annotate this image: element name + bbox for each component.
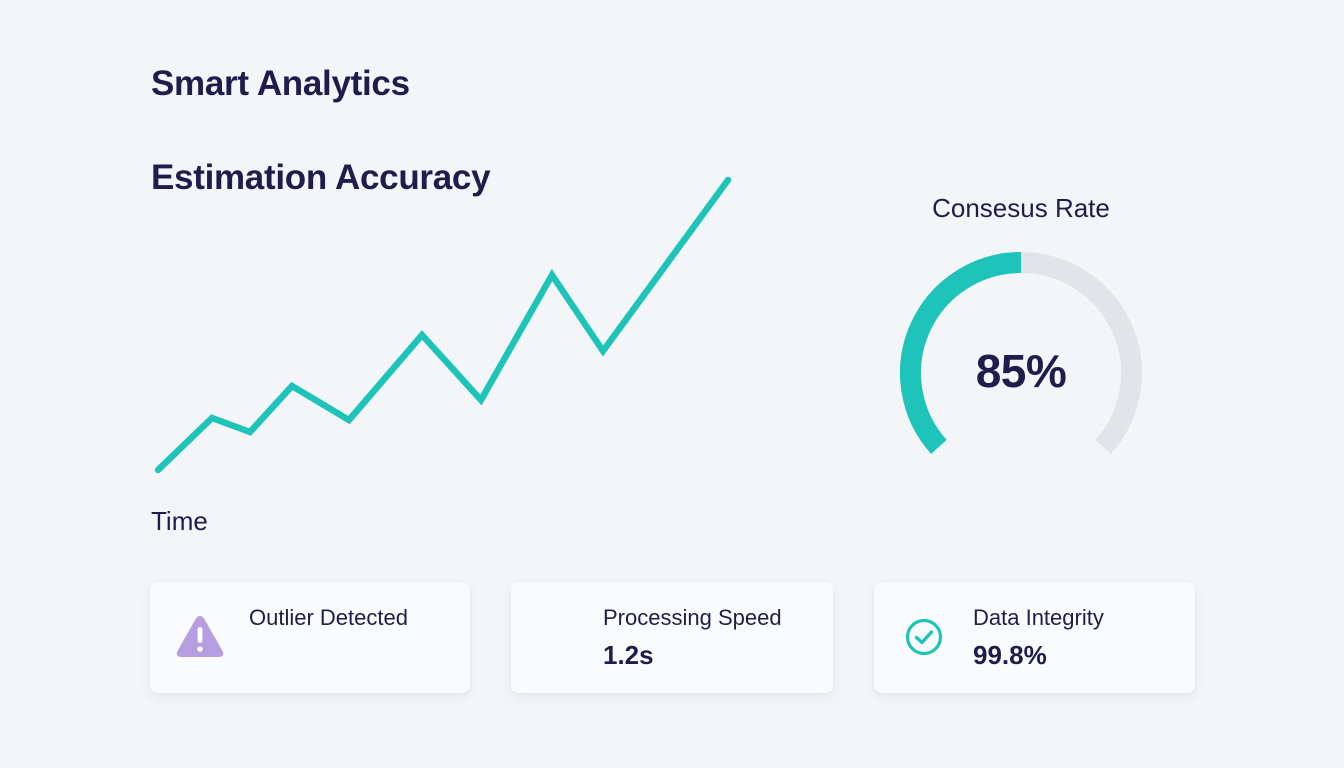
gauge-title: Consesus Rate: [932, 193, 1110, 223]
card-label: Processing Speed: [603, 605, 782, 630]
gauge-fill: [900, 252, 1022, 454]
outlier-detected-card[interactable]: Outlier Detected: [150, 582, 470, 693]
chart-title: Estimation Accuracy: [151, 158, 491, 197]
card-label: Outlier Detected: [249, 605, 408, 630]
data-integrity-card[interactable]: Data Integrity 99.8%: [874, 582, 1195, 693]
check-circle-icon: [905, 618, 943, 656]
warning-triangle-icon: [176, 616, 224, 657]
card-value: 1.2s: [603, 640, 654, 670]
gauge-value: 85%: [975, 345, 1067, 397]
accuracy-line: [154, 176, 732, 474]
card-label: Data Integrity: [973, 605, 1104, 630]
gauge-track: [1020, 252, 1142, 454]
app-title: Smart Analytics: [151, 64, 410, 103]
processing-speed-card[interactable]: Processing Speed 1.2s: [511, 582, 833, 693]
consensus-gauge: [900, 252, 1142, 454]
x-axis-label: Time: [151, 506, 208, 536]
card-value: 99.8%: [973, 640, 1047, 670]
